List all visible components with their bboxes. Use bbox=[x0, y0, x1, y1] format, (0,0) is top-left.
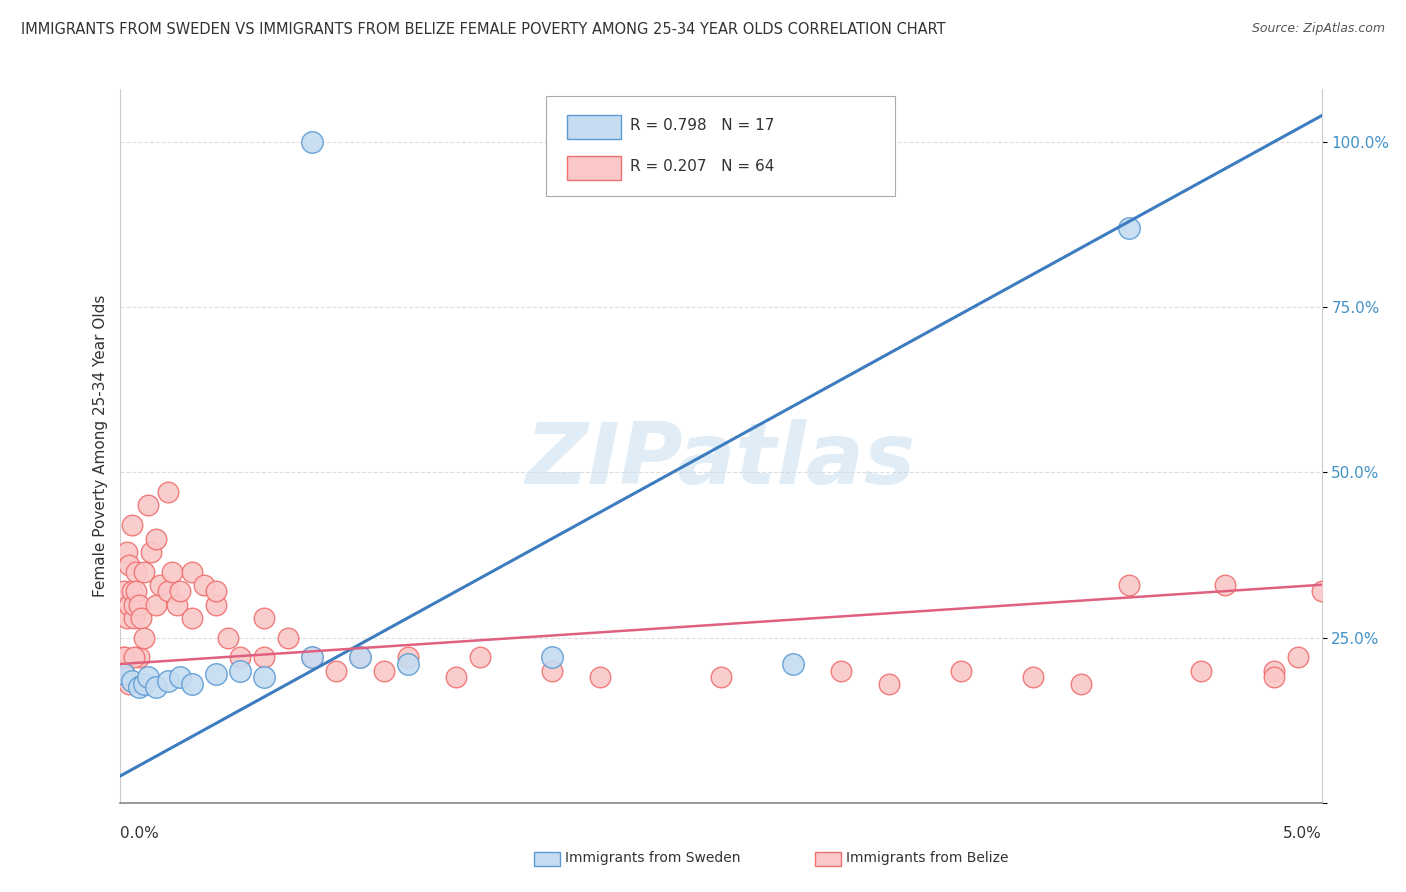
Point bbox=[228, 664, 252, 678]
Text: R = 0.798   N = 17: R = 0.798 N = 17 bbox=[630, 119, 775, 134]
Point bbox=[145, 680, 167, 694]
Point bbox=[139, 545, 162, 559]
Point bbox=[122, 611, 145, 625]
Point bbox=[217, 631, 239, 645]
Point bbox=[169, 584, 191, 599]
Point bbox=[541, 650, 564, 665]
Point bbox=[301, 650, 323, 665]
Point bbox=[396, 650, 419, 665]
Point bbox=[115, 545, 138, 559]
Point bbox=[125, 565, 148, 579]
Point bbox=[138, 670, 160, 684]
Point bbox=[156, 485, 179, 500]
Point bbox=[129, 611, 152, 625]
Point bbox=[145, 532, 167, 546]
FancyBboxPatch shape bbox=[547, 96, 894, 196]
Point bbox=[125, 584, 148, 599]
Point bbox=[169, 670, 191, 684]
Text: 0.0%: 0.0% bbox=[120, 827, 159, 841]
Point bbox=[1263, 664, 1285, 678]
Point bbox=[228, 650, 252, 665]
Point bbox=[325, 664, 347, 678]
Point bbox=[1215, 578, 1237, 592]
Point bbox=[115, 611, 138, 625]
Point bbox=[253, 670, 276, 684]
Point bbox=[112, 650, 135, 665]
Point bbox=[277, 631, 299, 645]
Point bbox=[118, 598, 141, 612]
Point bbox=[468, 650, 492, 665]
Point bbox=[1118, 221, 1140, 235]
Point bbox=[162, 565, 184, 579]
Point bbox=[111, 667, 134, 681]
Point bbox=[1118, 578, 1140, 592]
Point bbox=[782, 657, 804, 671]
Text: ZIPatlas: ZIPatlas bbox=[526, 418, 915, 502]
Point bbox=[709, 670, 731, 684]
Point bbox=[128, 598, 150, 612]
Point bbox=[145, 598, 167, 612]
Point bbox=[541, 664, 564, 678]
Point bbox=[132, 631, 155, 645]
Point bbox=[166, 598, 188, 612]
Point bbox=[204, 667, 226, 681]
Point bbox=[121, 584, 143, 599]
Point bbox=[349, 650, 371, 665]
Point bbox=[830, 664, 852, 678]
Point bbox=[589, 670, 612, 684]
Text: Source: ZipAtlas.com: Source: ZipAtlas.com bbox=[1251, 22, 1385, 36]
Point bbox=[349, 650, 371, 665]
Point bbox=[253, 611, 276, 625]
Point bbox=[128, 680, 150, 694]
Point bbox=[180, 565, 202, 579]
Text: Immigrants from Belize: Immigrants from Belize bbox=[846, 851, 1010, 865]
Point bbox=[128, 650, 150, 665]
Point bbox=[112, 650, 135, 665]
Point bbox=[112, 667, 135, 681]
Point bbox=[138, 499, 160, 513]
Y-axis label: Female Poverty Among 25-34 Year Olds: Female Poverty Among 25-34 Year Olds bbox=[93, 295, 108, 597]
Point bbox=[373, 664, 395, 678]
Point bbox=[444, 670, 467, 684]
Point bbox=[122, 650, 145, 665]
Point bbox=[121, 518, 143, 533]
Point bbox=[204, 598, 226, 612]
Bar bbox=[567, 115, 621, 139]
Point bbox=[112, 584, 135, 599]
Point bbox=[1070, 677, 1092, 691]
Point bbox=[204, 584, 226, 599]
Point bbox=[122, 598, 145, 612]
Point bbox=[180, 611, 202, 625]
Point bbox=[253, 650, 276, 665]
Point bbox=[1022, 670, 1045, 684]
Point bbox=[1286, 650, 1309, 665]
Point bbox=[193, 578, 215, 592]
Point bbox=[156, 673, 179, 688]
Point bbox=[118, 558, 141, 572]
Point bbox=[156, 584, 179, 599]
Point bbox=[396, 657, 419, 671]
Point bbox=[301, 650, 323, 665]
Point bbox=[180, 677, 202, 691]
Point bbox=[149, 578, 172, 592]
Point bbox=[121, 673, 143, 688]
Point bbox=[301, 135, 323, 149]
Point bbox=[877, 677, 900, 691]
Point bbox=[111, 664, 134, 678]
Point bbox=[950, 664, 973, 678]
Bar bbox=[567, 156, 621, 179]
Point bbox=[1310, 584, 1333, 599]
Point bbox=[1263, 670, 1285, 684]
Text: IMMIGRANTS FROM SWEDEN VS IMMIGRANTS FROM BELIZE FEMALE POVERTY AMONG 25-34 YEAR: IMMIGRANTS FROM SWEDEN VS IMMIGRANTS FRO… bbox=[21, 22, 946, 37]
Point bbox=[118, 677, 141, 691]
Text: 5.0%: 5.0% bbox=[1282, 827, 1322, 841]
Point bbox=[132, 565, 155, 579]
Point bbox=[1189, 664, 1212, 678]
Text: Immigrants from Sweden: Immigrants from Sweden bbox=[565, 851, 741, 865]
Point bbox=[132, 677, 155, 691]
Text: R = 0.207   N = 64: R = 0.207 N = 64 bbox=[630, 159, 775, 174]
